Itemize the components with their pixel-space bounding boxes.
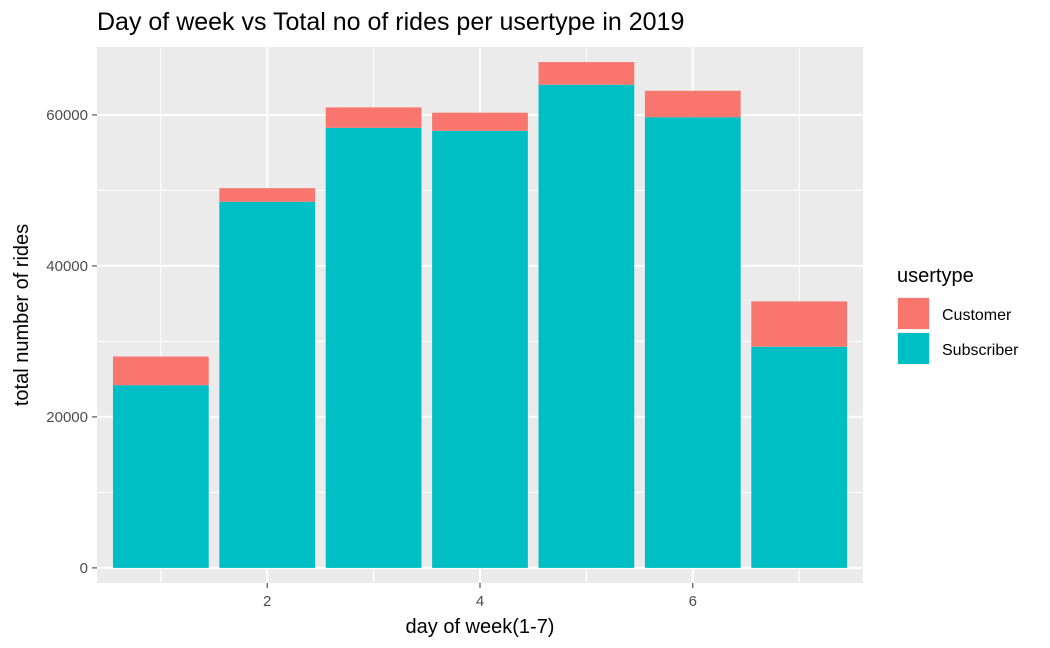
bar-subscriber-day-4 xyxy=(432,130,528,568)
bar-subscriber-day-7 xyxy=(751,346,848,568)
bar-subscriber-day-6 xyxy=(644,117,741,568)
bar-subscriber-day-2 xyxy=(219,201,316,568)
legend-title: usertype xyxy=(897,265,974,287)
bar-customer-day-6 xyxy=(644,90,741,118)
bar-customer-day-2 xyxy=(219,188,316,202)
y-axis-title: total number of rides xyxy=(11,224,33,406)
legend-swatch-customer xyxy=(898,298,929,329)
bars xyxy=(112,62,848,568)
y-tick-label: 40000 xyxy=(46,258,88,275)
bar-customer-day-3 xyxy=(325,107,422,128)
x-tick-label: 6 xyxy=(689,593,697,610)
legend-label-subscriber: Subscriber xyxy=(942,342,1019,359)
bar-subscriber-day-5 xyxy=(538,84,635,568)
bar-customer-day-7 xyxy=(751,301,848,347)
legend-label-customer: Customer xyxy=(942,307,1012,324)
x-tick-label: 4 xyxy=(476,593,484,610)
bar-subscriber-day-1 xyxy=(112,385,209,568)
bar-customer-day-1 xyxy=(112,356,209,386)
y-tick-label: 0 xyxy=(80,560,88,577)
y-tick-label: 60000 xyxy=(46,107,88,124)
y-tick-label: 20000 xyxy=(46,409,88,426)
bar-customer-day-4 xyxy=(432,112,528,131)
legend: usertype Customer Subscriber xyxy=(897,265,1019,365)
chart-title: Day of week vs Total no of rides per use… xyxy=(97,8,684,36)
bar-subscriber-day-3 xyxy=(325,127,422,568)
legend-swatch-subscriber xyxy=(898,333,929,364)
y-axis: 0 20000 40000 60000 xyxy=(46,107,97,577)
x-axis-title: day of week(1-7) xyxy=(406,616,555,638)
x-axis: 2 4 6 xyxy=(263,583,697,610)
bar-customer-day-5 xyxy=(538,62,635,85)
x-tick-label: 2 xyxy=(263,593,271,610)
